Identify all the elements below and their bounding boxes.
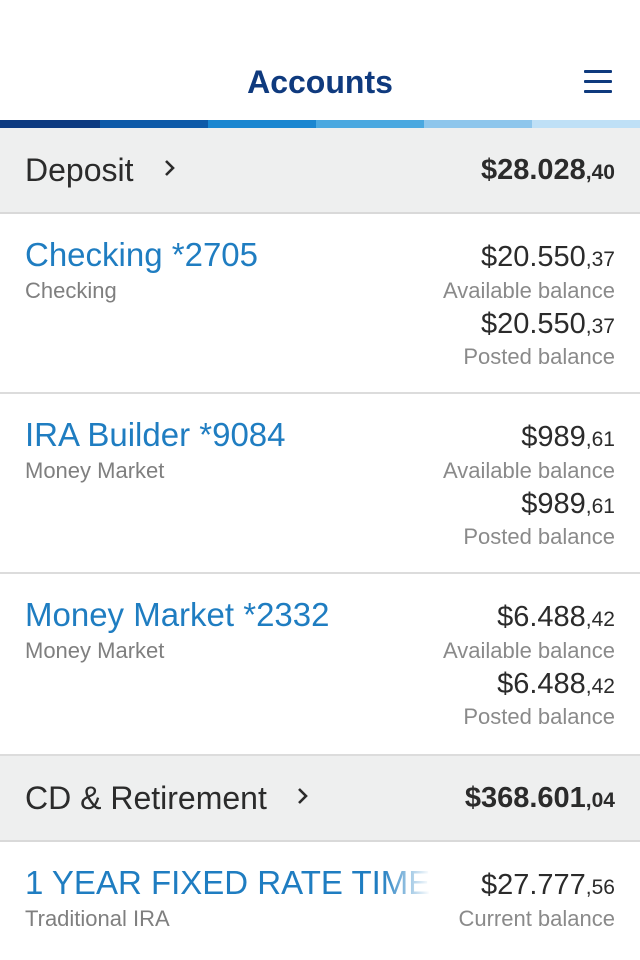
stripe-segment — [316, 120, 424, 128]
section-total: $28.028,40 — [481, 154, 615, 187]
current-balance-amount: $27.777,56 — [481, 869, 615, 902]
account-row-fixed-rate[interactable]: 1 YEAR FIXED RATE TIME Traditional IRA $… — [0, 842, 640, 960]
section-deposit[interactable]: Deposit $28.028,40 — [0, 128, 640, 214]
amount-whole: $20.550 — [480, 241, 586, 273]
available-balance-amount: $20.550,37 — [481, 241, 615, 274]
menu-bar-middle — [584, 80, 612, 83]
brand-stripe — [0, 120, 640, 128]
posted-balance-label: Posted balance — [463, 524, 615, 549]
available-balance-label: Available balance — [442, 278, 615, 303]
posted-balance-amount: $989,61 — [521, 488, 615, 521]
amount-whole: $6.488 — [497, 668, 586, 700]
account-type: Checking — [25, 278, 117, 303]
amount-cents: ,61 — [585, 428, 615, 451]
account-name: IRA Builder *9084 — [25, 416, 286, 453]
account-row-money-market[interactable]: Money Market *2332 Money Market $6.488,4… — [0, 574, 640, 756]
amount-whole: $989 — [521, 421, 586, 453]
page-title: Accounts — [247, 64, 393, 100]
stripe-segment — [424, 120, 532, 128]
menu-bar-bottom — [584, 90, 612, 93]
amount-cents: ,42 — [585, 608, 615, 631]
current-balance-label: Current balance — [458, 906, 615, 931]
amount-whole: $6.488 — [497, 601, 586, 633]
total-cents: ,04 — [585, 789, 615, 812]
menu-bar-top — [584, 70, 612, 73]
account-row-ira-builder[interactable]: IRA Builder *9084 Money Market $989,61 A… — [0, 394, 640, 574]
section-title: CD & Retirement — [25, 780, 313, 817]
stripe-segment — [100, 120, 208, 128]
section-total: $368.601,04 — [465, 782, 615, 815]
amount-whole: $989 — [521, 488, 586, 520]
amount-cents: ,56 — [585, 876, 615, 899]
total-cents: ,40 — [585, 161, 615, 184]
total-whole: $368.601 — [464, 782, 586, 814]
section-name: CD & Retirement — [25, 780, 267, 816]
account-row-checking[interactable]: Checking *2705 Checking $20.550,37 Avail… — [0, 214, 640, 394]
posted-balance-label: Posted balance — [463, 344, 615, 369]
amount-cents: ,37 — [585, 315, 615, 338]
section-title: Deposit — [25, 152, 180, 189]
account-type: Money Market — [25, 458, 165, 483]
available-balance-label: Available balance — [442, 638, 615, 663]
total-whole: $28.028 — [480, 154, 586, 186]
chevron-right-icon — [164, 160, 175, 176]
amount-cents: ,61 — [585, 495, 615, 518]
available-balance-amount: $6.488,42 — [497, 601, 615, 634]
account-name: Money Market *2332 — [25, 596, 330, 633]
posted-balance-amount: $6.488,42 — [497, 668, 615, 701]
amount-cents: ,42 — [585, 675, 615, 698]
amount-whole: $20.550 — [480, 308, 586, 340]
posted-balance-label: Posted balance — [463, 704, 615, 729]
section-name: Deposit — [25, 152, 134, 188]
account-name: 1 YEAR FIXED RATE TIME — [25, 864, 430, 901]
amount-whole: $27.777 — [480, 869, 586, 901]
available-balance-label: Available balance — [442, 458, 615, 483]
account-type: Traditional IRA — [25, 906, 170, 931]
account-type: Money Market — [25, 638, 165, 663]
available-balance-amount: $989,61 — [521, 421, 615, 454]
posted-balance-amount: $20.550,37 — [481, 308, 615, 341]
section-cd-retirement[interactable]: CD & Retirement $368.601,04 — [0, 756, 640, 842]
app-header: Accounts — [0, 0, 640, 120]
hamburger-menu-icon[interactable] — [584, 64, 612, 98]
account-name: Checking *2705 — [25, 236, 258, 273]
chevron-right-icon — [297, 788, 308, 804]
amount-cents: ,37 — [585, 248, 615, 271]
stripe-segment — [532, 120, 640, 128]
stripe-segment — [0, 120, 100, 128]
stripe-segment — [208, 120, 316, 128]
